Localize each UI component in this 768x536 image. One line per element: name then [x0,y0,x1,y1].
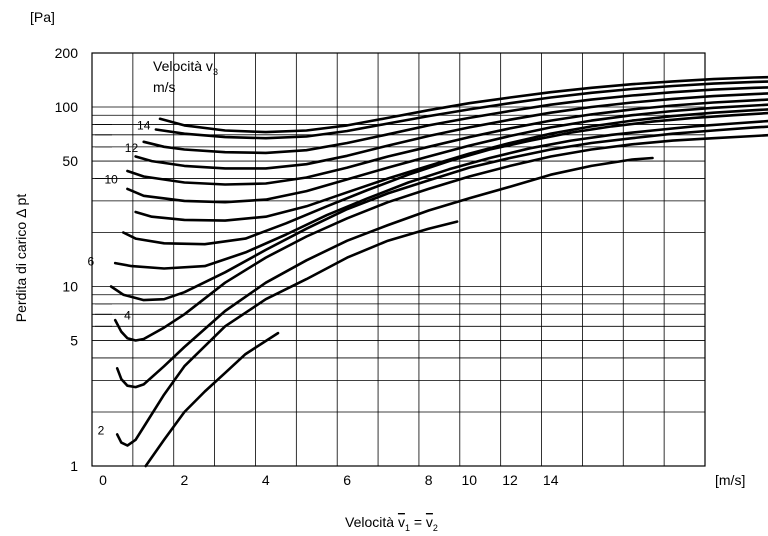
x-axis-title-v2: v [426,514,433,530]
series-curve-9 [126,103,768,204]
series-curve-12 [142,86,768,155]
y-tick-label: 50 [62,153,78,169]
curve-label: 6 [87,254,94,268]
series-curve-3 [115,156,654,389]
series-curve-13 [154,80,768,140]
x-ticks: 0 2 4 6 8 10 12 14 [99,472,559,488]
curve-label: 12 [125,141,139,155]
series-curves [109,75,768,468]
y-tick-label: 100 [55,99,79,115]
legend-title-line2: m/s [153,79,176,95]
x-tick-label: 2 [181,472,189,488]
x-tick-label: 8 [425,472,433,488]
legend-title-line1: Velocità v3 [153,58,218,77]
x-tick-label: 12 [502,472,518,488]
curve-label: 10 [104,172,118,186]
y-tick-label: 10 [62,279,78,295]
x-tick-label: 10 [462,472,478,488]
legend-title-text: Velocità v [153,58,213,74]
curve-label: 4 [124,308,131,322]
series-curve-11 [134,92,768,170]
plot-frame [91,52,706,467]
curve-labels: 2 4 6 10 12 14 [87,118,150,437]
series-curve-10 [126,98,768,186]
x-tick-label: 6 [343,472,351,488]
y-tick-label: 5 [70,333,78,349]
x-axis-title-text: Velocità [345,514,398,530]
x-unit-label: [m/s] [715,472,745,488]
x-axis-title-eq: = [410,514,426,530]
series-curve-14 [158,75,768,134]
series-curve-6 [113,119,768,270]
x-tick-label: 0 [99,472,107,488]
x-axis-title: Velocità v1 = v2 [345,514,438,533]
series-curve-5 [109,125,768,302]
x-tick-label: 14 [543,472,559,488]
x-tick-label: 4 [262,472,270,488]
series-curve-4 [113,133,768,342]
series-curve-7 [122,111,768,246]
y-ticks: 1 5 10 50 100 200 [55,45,112,474]
y-axis-title: Perdita di carico Δ pt [13,194,29,323]
series-curve-1 [144,331,280,468]
curve-label: 14 [137,118,151,132]
y-tick-label: 200 [55,45,79,61]
series-curve-8 [134,108,768,222]
legend-title-sub: 3 [213,67,218,77]
x-axis-title-sub2: 2 [433,523,438,533]
x-axis-title-v1: v [398,514,405,530]
x-axis-title-sub1: 1 [405,523,410,533]
y-unit-label: [Pa] [30,9,55,25]
curve-label: 2 [98,423,105,437]
y-tick-label: 1 [70,458,78,474]
series-curve-2 [115,220,459,447]
